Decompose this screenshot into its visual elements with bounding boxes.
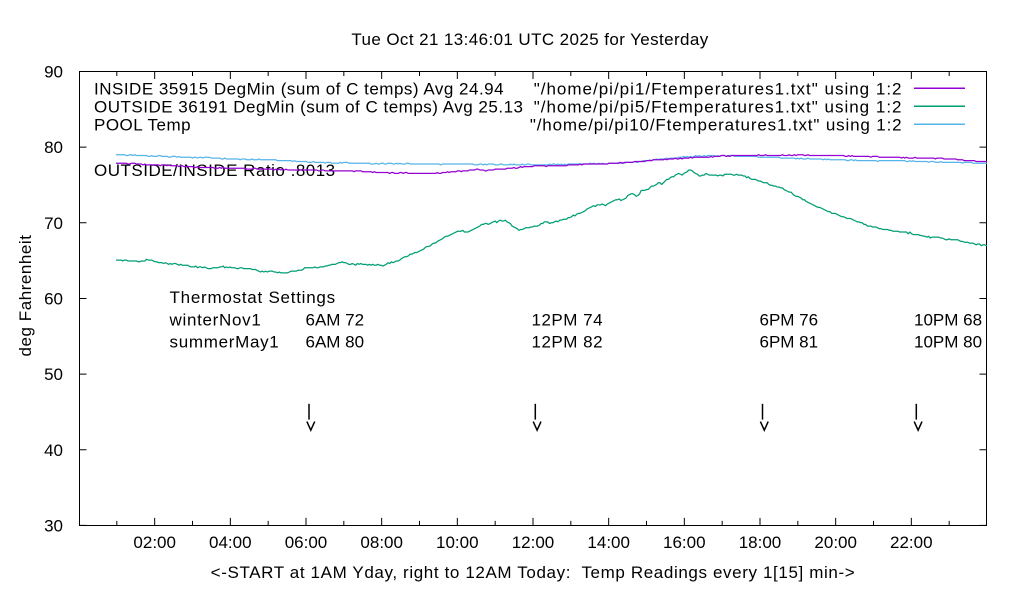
svg-text:04:00: 04:00: [209, 533, 252, 552]
svg-text:"/home/pi/pi10/Ftemperatures1.: "/home/pi/pi10/Ftemperatures1.txt" using…: [530, 115, 903, 134]
svg-text:"/home/pi/pi5/Ftemperatures1.t: "/home/pi/pi5/Ftemperatures1.txt" using …: [534, 97, 903, 116]
svg-text:"/home/pi/pi1/Ftemperatures1.t: "/home/pi/pi1/Ftemperatures1.txt" using …: [534, 79, 903, 98]
svg-text:INSIDE 35915 DegMin (sum of C: INSIDE 35915 DegMin (sum of C temps) Avg…: [94, 79, 504, 98]
svg-text:30: 30: [44, 516, 63, 535]
svg-text:60: 60: [44, 289, 63, 308]
svg-text:18:00: 18:00: [739, 533, 782, 552]
svg-text:22:00: 22:00: [890, 533, 933, 552]
svg-text:20:00: 20:00: [814, 533, 857, 552]
svg-text:14:00: 14:00: [587, 533, 630, 552]
svg-text:Tue Oct 21 13:46:01 UTC 2025 f: Tue Oct 21 13:46:01 UTC 2025 for Yesterd…: [351, 30, 708, 49]
svg-text:40: 40: [44, 441, 63, 460]
svg-text:16:00: 16:00: [663, 533, 706, 552]
svg-text:90: 90: [44, 63, 63, 82]
svg-text:6AM 80: 6AM 80: [306, 332, 365, 351]
svg-text:02:00: 02:00: [133, 533, 176, 552]
svg-text:6AM 72: 6AM 72: [306, 310, 365, 329]
svg-text:12PM 74: 12PM 74: [532, 310, 604, 329]
svg-text:12:00: 12:00: [512, 533, 555, 552]
svg-text:10:00: 10:00: [436, 533, 479, 552]
svg-text:06:00: 06:00: [285, 533, 328, 552]
svg-text:winterNov1: winterNov1: [169, 310, 262, 329]
svg-text:6PM 81: 6PM 81: [760, 332, 819, 351]
svg-text:Thermostat Settings: Thermostat Settings: [170, 288, 336, 307]
svg-text:08:00: 08:00: [360, 533, 403, 552]
svg-text:12PM 82: 12PM 82: [532, 332, 604, 351]
svg-text:6PM 76: 6PM 76: [760, 310, 819, 329]
svg-text:deg Fahrenheit: deg Fahrenheit: [16, 234, 35, 356]
svg-text:80: 80: [44, 138, 63, 157]
svg-text:OUTSIDE 36191 DegMin (sum of C: OUTSIDE 36191 DegMin (sum of C temps) Av…: [94, 97, 523, 116]
svg-text:10PM 68: 10PM 68: [914, 310, 982, 329]
svg-text:50: 50: [44, 365, 63, 384]
svg-text:POOL Temp: POOL Temp: [94, 115, 191, 134]
svg-text:<-START at 1AM Yday, right to: <-START at 1AM Yday, right to 12AM Today…: [211, 563, 856, 582]
svg-text:10PM 80: 10PM 80: [914, 332, 982, 351]
svg-text:summerMay1: summerMay1: [170, 332, 280, 351]
svg-text:70: 70: [44, 214, 63, 233]
svg-text:OUTSIDE/INSIDE Ratio .8013: OUTSIDE/INSIDE Ratio .8013: [94, 161, 336, 180]
